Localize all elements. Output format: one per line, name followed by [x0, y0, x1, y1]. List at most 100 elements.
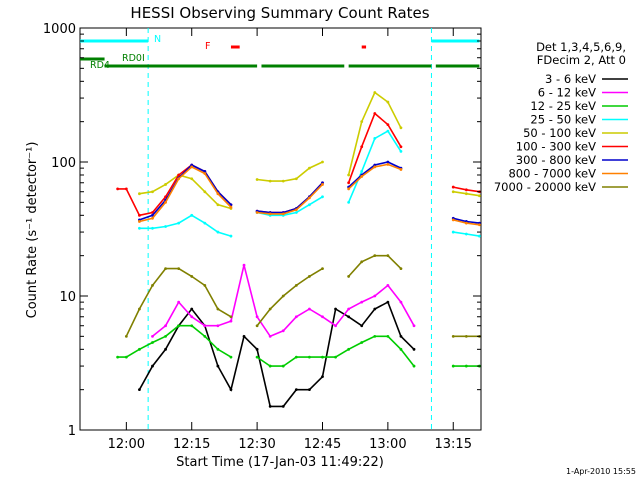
series-point — [294, 283, 298, 287]
series-point — [321, 160, 324, 164]
series-point — [373, 112, 377, 115]
series-point — [229, 205, 233, 209]
series-line-5 — [117, 112, 480, 217]
series-point — [294, 355, 298, 359]
series-point — [373, 334, 377, 338]
series-point — [373, 294, 377, 298]
series-point — [412, 347, 416, 351]
series-point — [164, 200, 167, 204]
legend-label: 300 - 800 keV — [516, 153, 596, 167]
flag-label-n: N — [154, 34, 161, 45]
series-point — [138, 307, 141, 311]
series-point — [255, 178, 259, 181]
series-point — [268, 364, 272, 368]
axis-ticks: 1 10 100 1000 12:00 12:15 12:30 12:45 13:00 13:15 — [43, 22, 481, 452]
series-point — [294, 208, 298, 212]
series-point — [308, 275, 311, 278]
y-tick-label: 10 — [59, 290, 76, 305]
series-point — [347, 307, 351, 311]
series-point — [321, 183, 324, 186]
legend-label: 25 - 50 keV — [530, 113, 596, 127]
x-tick-label: 12:00 — [108, 437, 145, 452]
plot-area — [79, 27, 482, 431]
series-point — [294, 315, 298, 319]
legend-header-line-1: Det 1,3,4,5,6,9, — [536, 40, 626, 54]
series-point — [203, 170, 207, 173]
series-point — [242, 334, 246, 338]
series-point — [451, 185, 455, 189]
series-point — [229, 388, 233, 392]
series-point — [151, 364, 154, 368]
series-point — [399, 168, 403, 171]
series-point — [268, 179, 272, 183]
legend-label: 3 - 6 keV — [545, 72, 596, 86]
series-point — [464, 221, 468, 225]
series-point — [464, 334, 468, 338]
series-point — [116, 187, 120, 191]
series-line-3 — [139, 130, 480, 237]
series-point — [151, 283, 154, 287]
series-point — [451, 190, 455, 194]
chart-title: HESSI Observing Summary Count Rates — [130, 4, 429, 22]
y-gridlines — [147, 28, 432, 430]
series-point — [229, 315, 233, 319]
legend-label: 6 - 12 keV — [538, 86, 596, 100]
series-point — [164, 347, 167, 351]
series-point — [321, 315, 324, 319]
series-point — [294, 211, 298, 214]
series-point — [190, 315, 194, 319]
series-point — [464, 232, 468, 236]
series-point — [386, 129, 390, 133]
x-tick-label: 12:15 — [173, 437, 210, 452]
series-point — [164, 183, 167, 186]
series-point — [177, 221, 181, 225]
series-layer — [116, 91, 481, 408]
series-point — [216, 324, 220, 328]
series-point — [308, 307, 311, 311]
series-point — [478, 194, 481, 198]
series-point — [386, 334, 390, 338]
series-point — [151, 226, 154, 230]
series-point — [177, 324, 181, 328]
series-point — [360, 120, 364, 124]
series-point — [464, 188, 468, 192]
series-point — [203, 283, 207, 287]
series-point — [399, 149, 403, 153]
series-point — [268, 307, 272, 311]
series-point — [255, 347, 259, 351]
series-point — [399, 300, 403, 304]
series-point — [216, 192, 220, 196]
series-point — [151, 190, 154, 194]
series-point — [203, 324, 207, 328]
series-point — [360, 170, 364, 173]
series-point — [138, 220, 141, 223]
series-point — [216, 307, 220, 311]
series-point — [203, 190, 207, 194]
series-point — [281, 329, 285, 333]
series-point — [281, 179, 285, 183]
series-point — [164, 324, 167, 328]
series-point — [373, 254, 377, 258]
series-point — [386, 254, 390, 258]
series-point — [347, 347, 351, 351]
series-point — [347, 200, 351, 204]
series-point — [229, 319, 233, 323]
legend-label: 100 - 300 keV — [516, 140, 596, 154]
series-point — [138, 226, 141, 230]
flag-label-f: F — [205, 41, 210, 52]
series-point — [216, 347, 220, 351]
flag-label-rd0i: RD0I — [122, 53, 145, 64]
x-tick-label: 12:45 — [304, 437, 341, 452]
series-point — [138, 192, 141, 196]
series-point — [255, 315, 259, 319]
series-point — [308, 388, 311, 392]
series-point — [216, 364, 220, 368]
series-point — [412, 324, 416, 328]
series-line-2 — [117, 324, 480, 367]
series-line-6 — [139, 161, 480, 224]
series-point — [399, 347, 403, 351]
series-point — [151, 211, 154, 214]
series-point — [334, 307, 337, 311]
series-point — [190, 307, 194, 311]
